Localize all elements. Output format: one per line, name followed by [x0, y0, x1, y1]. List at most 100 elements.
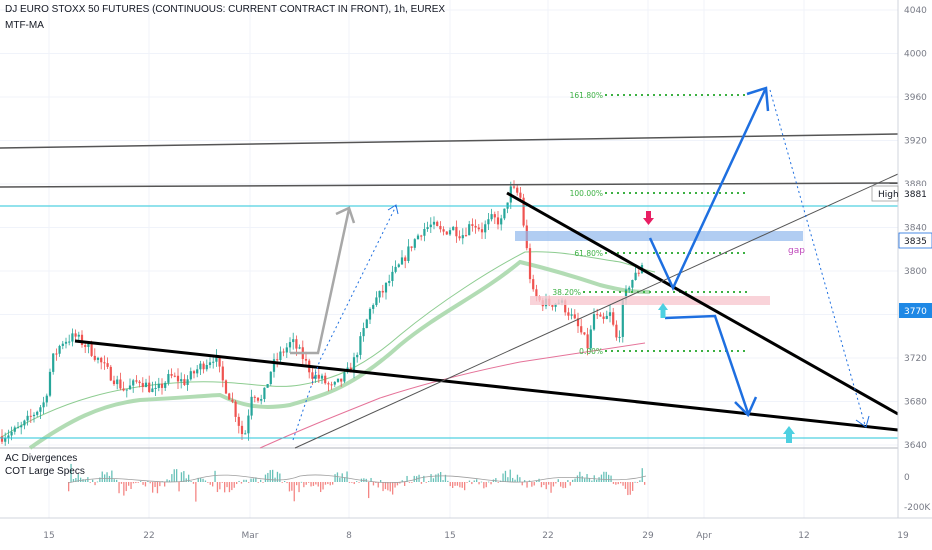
oscillator-bar — [584, 478, 586, 482]
fibonacci-levels: 161.80% 100.00% 61.80% 38.20% 0.00% — [552, 91, 748, 356]
candle-body — [132, 380, 135, 386]
oscillator-bar — [603, 471, 605, 482]
candle-body — [605, 315, 608, 319]
oscillator-bar — [149, 482, 151, 484]
time-axis[interactable] — [0, 518, 932, 550]
candle-body — [487, 219, 490, 225]
oscillator-bar — [94, 482, 96, 486]
oscillator-bar — [152, 482, 154, 493]
oscillator-bar — [368, 482, 370, 499]
oscillator-bar — [564, 482, 567, 488]
price-badge-3770: 3770 — [899, 303, 932, 318]
candle-body — [445, 231, 448, 235]
candle-body — [208, 362, 212, 366]
high-badge-value: 3881 — [904, 190, 927, 200]
candle-body — [311, 372, 314, 379]
oscillator-bar — [190, 481, 192, 482]
oscillator-bar — [485, 482, 487, 488]
oscillator-bar — [344, 477, 346, 482]
candle-body — [16, 427, 20, 429]
candle-body — [260, 399, 263, 401]
oscillator-bar — [125, 482, 127, 492]
oscillator-bar — [197, 477, 199, 482]
oscillator-bar — [188, 474, 190, 482]
descending-trendline-upper[interactable] — [506, 191, 899, 416]
oscillator-bar — [264, 474, 267, 482]
oscillator-bar — [555, 482, 557, 484]
oscillator-bar — [610, 475, 612, 482]
mid-gray-trendline[interactable] — [0, 182, 899, 188]
candle-body — [410, 246, 413, 248]
price-axis[interactable] — [898, 0, 932, 518]
oscillator-bar — [128, 482, 130, 486]
candle-body — [612, 312, 615, 325]
oscillator-bar — [608, 474, 610, 482]
oscillator-bar — [334, 474, 336, 482]
candle-body — [64, 341, 68, 344]
candle-body — [109, 366, 112, 381]
oscillator-bar — [154, 482, 156, 488]
oscillator-bar — [454, 482, 456, 486]
candle-body — [247, 415, 250, 434]
oscillator-bar — [430, 474, 432, 482]
oscillator-bar — [130, 482, 132, 489]
oscillator-bar — [540, 482, 543, 488]
upper-gray-trendline[interactable] — [0, 133, 899, 149]
oscillator-bar — [574, 478, 576, 482]
x-tick-label: 15 — [444, 531, 455, 541]
gap-zone[interactable] — [515, 231, 803, 241]
candle-body — [554, 303, 557, 307]
candle-body — [535, 289, 538, 297]
oscillator-bar — [233, 482, 235, 488]
descending-trendline-lower[interactable] — [74, 339, 899, 432]
oscillator-bar — [118, 482, 120, 494]
oscillator-bar — [560, 482, 562, 487]
candle-body — [253, 396, 256, 398]
oscillator-bar — [432, 478, 435, 482]
oscillator-bar — [444, 474, 447, 482]
blue-arrowhead-down — [734, 396, 758, 418]
oscillator-bar — [480, 481, 483, 483]
candle-body — [106, 363, 109, 367]
oscillator-bar — [353, 482, 355, 485]
oscillator-bar — [550, 482, 552, 493]
oscillator-bar — [545, 482, 547, 490]
candle-body — [631, 279, 634, 288]
oscillator-bar — [262, 482, 264, 483]
support-zone[interactable] — [530, 296, 770, 305]
candle-body — [52, 353, 55, 372]
blue-dotted-arrowhead-right — [855, 415, 870, 428]
oscillator-bar — [92, 479, 94, 482]
oscillator-bar — [579, 471, 581, 482]
candle-body — [624, 289, 628, 301]
candle-body — [93, 355, 96, 360]
candle-body — [359, 336, 362, 355]
candle-body — [13, 427, 16, 432]
oscillator-bar — [106, 472, 108, 482]
oscillator-bar — [135, 482, 137, 484]
candle-body — [592, 314, 596, 330]
ascending-gray-trendline[interactable] — [294, 173, 899, 449]
oscillator-bar — [96, 481, 99, 483]
oscillator-bar — [231, 482, 233, 491]
oscillator-bar — [404, 482, 406, 486]
oscillator-bar — [557, 479, 559, 482]
candle-body — [160, 383, 164, 388]
oscillator-bar — [286, 482, 288, 484]
oscillator-bar — [123, 482, 125, 496]
oscillator-bar — [401, 480, 403, 482]
oscillator-bar — [351, 482, 353, 483]
oscillator-bar — [84, 479, 87, 482]
oscillator-bar — [562, 482, 564, 489]
candle-body — [4, 438, 7, 442]
candle-body — [176, 375, 180, 382]
oscillator-bar — [600, 474, 603, 482]
oscillator-bar — [548, 482, 550, 485]
oscillator-bar — [101, 471, 103, 482]
oscillator-bar — [615, 482, 617, 485]
candle-body — [135, 380, 138, 382]
candle-body — [112, 380, 116, 385]
candle-body — [183, 379, 186, 385]
candle-body — [39, 407, 42, 412]
